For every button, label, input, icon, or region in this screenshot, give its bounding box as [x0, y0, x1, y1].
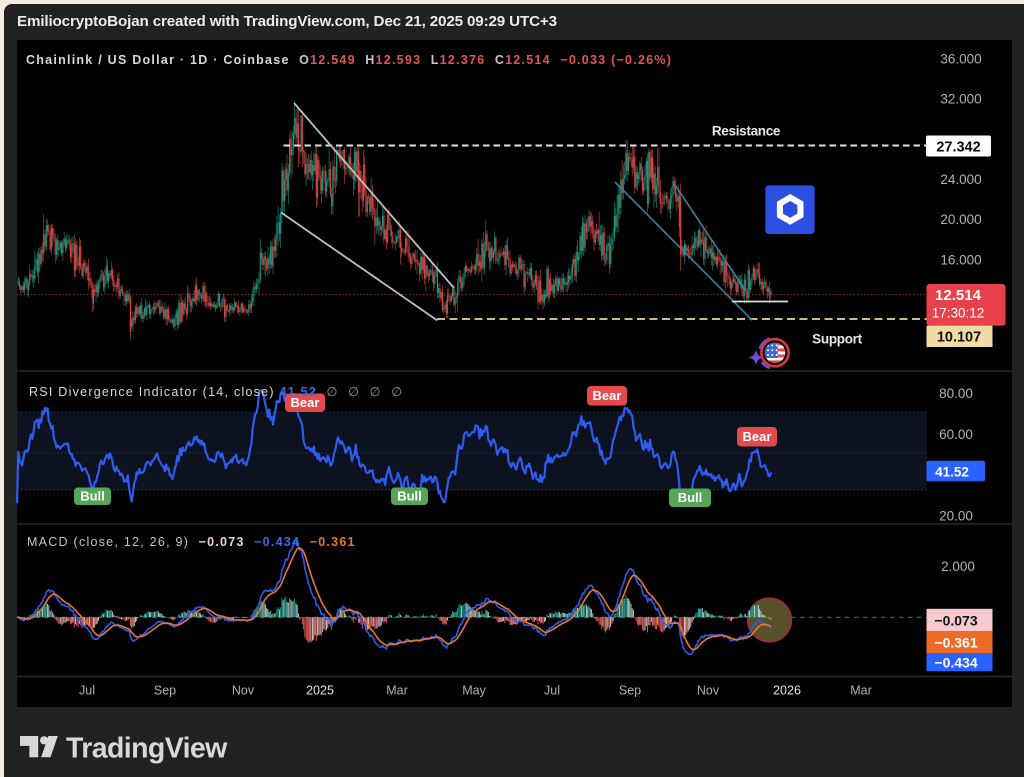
svg-text:Chainlink / US Dollar · 1D · C: Chainlink / US Dollar · 1D · Coinbase O1… [26, 53, 672, 67]
svg-text:Support: Support [812, 332, 862, 347]
svg-text:Bear: Bear [743, 429, 772, 444]
svg-text:Bear: Bear [291, 395, 320, 410]
svg-text:17:30:12: 17:30:12 [932, 306, 985, 321]
svg-text:Sep: Sep [154, 684, 176, 698]
svg-text:2.000: 2.000 [941, 559, 975, 574]
svg-text:May: May [462, 684, 486, 698]
svg-text:−0.434: −0.434 [934, 654, 977, 670]
svg-text:36.000: 36.000 [940, 52, 981, 67]
svg-text:−0.361: −0.361 [934, 635, 977, 651]
svg-text:Resistance: Resistance [712, 124, 781, 139]
svg-text:MACD (close, 12, 26, 9) −0.07: MACD (close, 12, 26, 9) −0.073 −0.434 −0… [27, 535, 356, 549]
svg-text:−0.073: −0.073 [934, 612, 977, 628]
svg-text:Bull: Bull [80, 489, 105, 504]
svg-text:2026: 2026 [773, 684, 801, 698]
svg-text:20.000: 20.000 [940, 212, 981, 227]
svg-text:Mar: Mar [386, 684, 408, 698]
svg-text:Nov: Nov [697, 684, 720, 698]
svg-text:Bear: Bear [593, 388, 622, 403]
svg-text:TradingView: TradingView [66, 732, 228, 764]
svg-text:Nov: Nov [232, 684, 255, 698]
svg-text:16.000: 16.000 [940, 252, 981, 267]
svg-text:80.00: 80.00 [939, 386, 973, 401]
svg-text:Jul: Jul [544, 684, 560, 698]
svg-text:27.342: 27.342 [936, 140, 980, 156]
svg-text:24.000: 24.000 [940, 172, 981, 187]
svg-text:Sep: Sep [619, 684, 641, 698]
svg-text:20.00: 20.00 [939, 509, 973, 524]
svg-text:60.00: 60.00 [939, 427, 973, 442]
svg-text:32.000: 32.000 [940, 92, 981, 107]
svg-text:2025: 2025 [306, 684, 334, 698]
svg-text:RSI Divergence Indicator (14,: RSI Divergence Indicator (14, close) 41.… [29, 385, 403, 399]
svg-text:Bull: Bull [678, 490, 703, 505]
svg-text:12.514: 12.514 [935, 287, 982, 304]
svg-text:Bull: Bull [397, 489, 422, 504]
svg-text:41.52: 41.52 [935, 464, 969, 479]
svg-text:Mar: Mar [850, 684, 872, 698]
svg-text:Jul: Jul [79, 684, 95, 698]
svg-text:10.107: 10.107 [937, 330, 981, 346]
